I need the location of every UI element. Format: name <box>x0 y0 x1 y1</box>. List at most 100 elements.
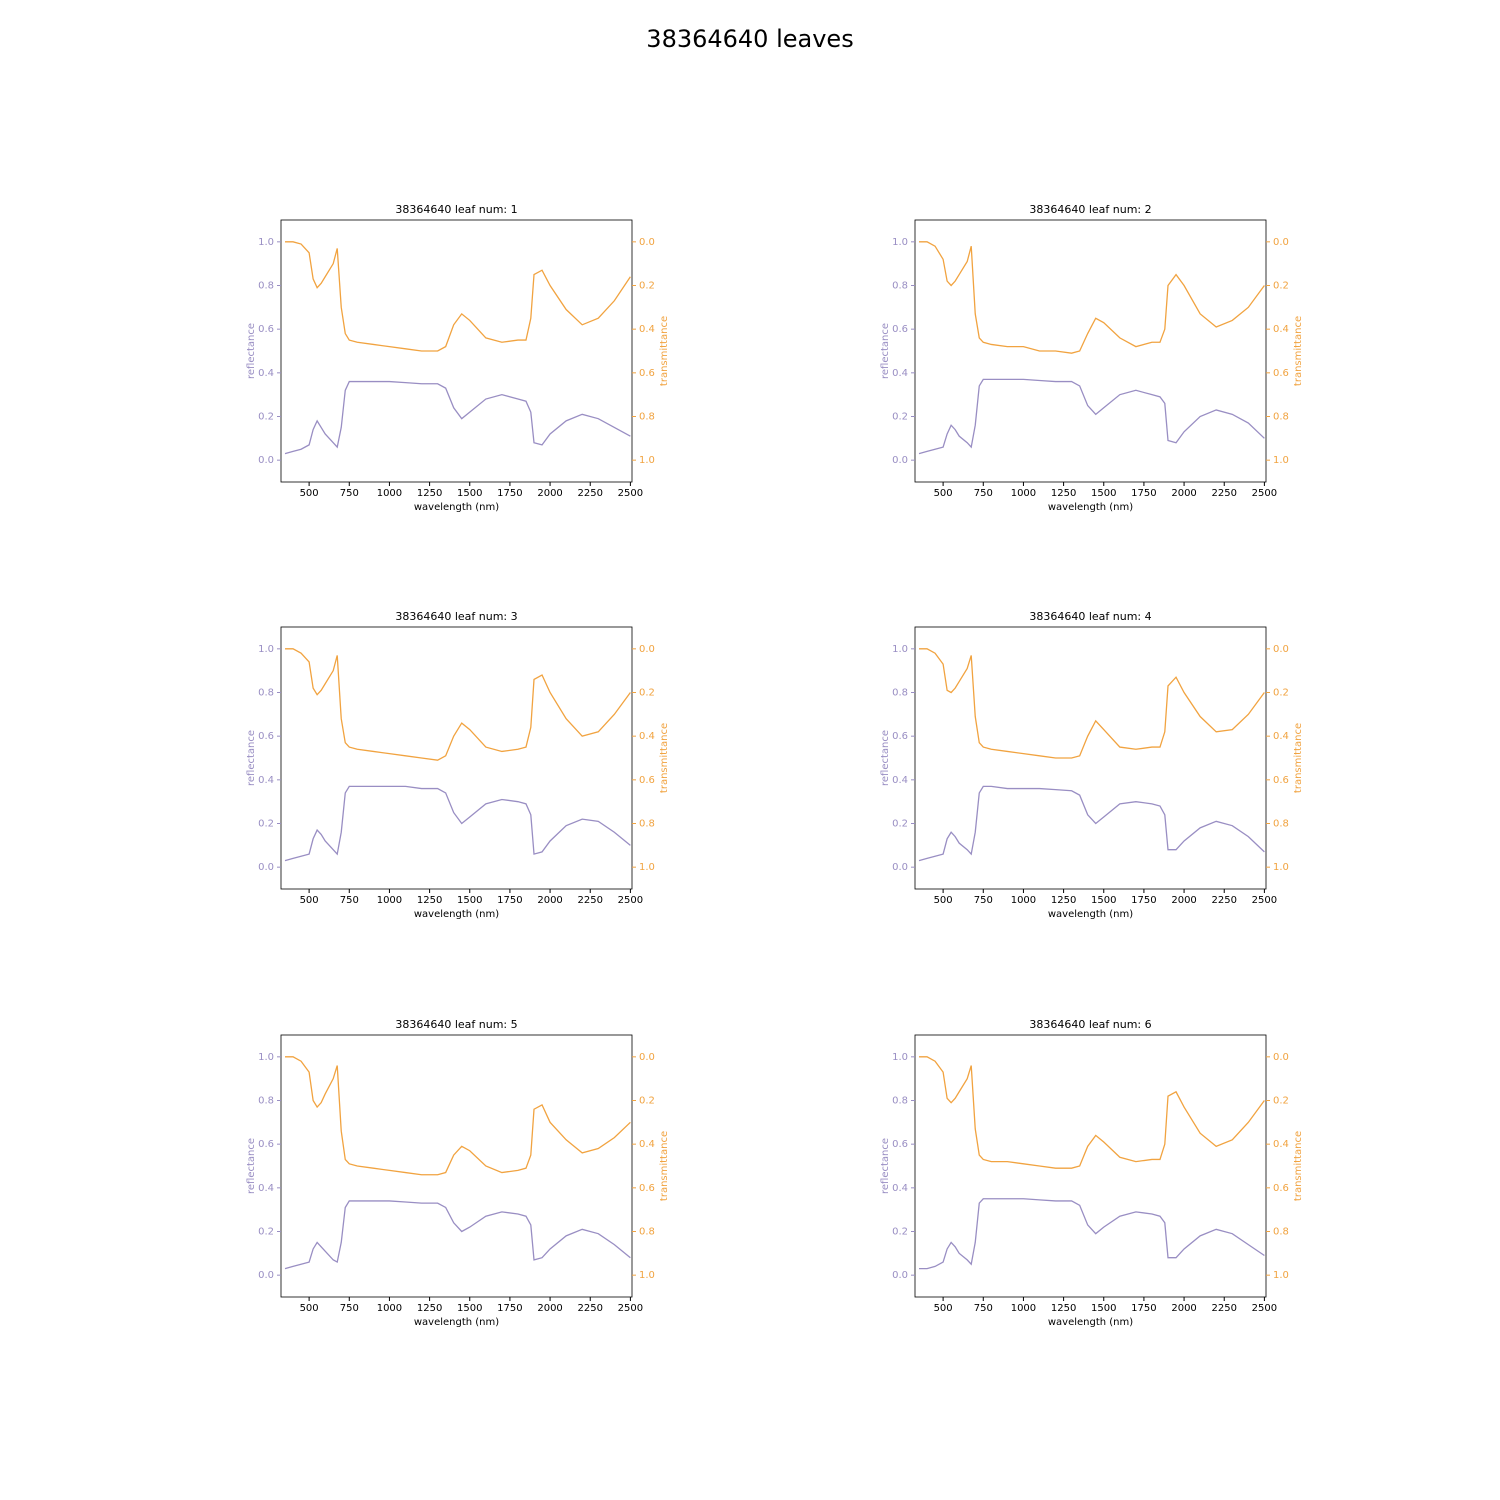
axes-frame <box>914 219 1267 483</box>
axes-frame <box>914 1034 1267 1298</box>
y-tick-label: 0.0 <box>258 455 274 466</box>
x-tick-label: 2000 <box>537 895 562 906</box>
x-tick-label: 500 <box>300 1303 319 1314</box>
subplot-title: 38364640 leaf num: 4 <box>1029 610 1151 623</box>
axes-frame <box>280 219 633 483</box>
y2-tick-label: 0.2 <box>639 281 655 292</box>
x-tick-label: 2250 <box>578 488 603 499</box>
y2-tick-label: 0.8 <box>1273 1227 1289 1238</box>
y2-tick-label: 0.0 <box>1273 644 1289 655</box>
x-tick-label: 2000 <box>1171 488 1196 499</box>
y-tick-label: 0.2 <box>258 412 274 423</box>
y2-tick-label: 0.2 <box>1273 1096 1289 1107</box>
x-tick-label: 2000 <box>537 1303 562 1314</box>
y2-tick-label: 0.8 <box>639 819 655 830</box>
x-tick-label: 500 <box>300 488 319 499</box>
y-tick-label: 0.2 <box>892 1227 908 1238</box>
axes-frame <box>280 1034 633 1298</box>
x-tick-label: 2000 <box>1171 895 1196 906</box>
x-tick-label: 1000 <box>1011 895 1036 906</box>
series-line <box>285 1056 631 1176</box>
series-line <box>919 1056 1265 1169</box>
x-tick-label: 2500 <box>1252 895 1277 906</box>
x-axis-label: wavelength (nm) <box>414 909 499 920</box>
subplot-title: 38364640 leaf num: 5 <box>395 1018 517 1031</box>
y-tick-label: 0.2 <box>258 1227 274 1238</box>
y2-axis-label: transmittance <box>1293 1131 1304 1201</box>
y2-tick-label: 1.0 <box>639 455 655 466</box>
series-line <box>918 785 1265 862</box>
y2-tick-label: 0.4 <box>1273 731 1289 742</box>
x-tick-label: 1000 <box>377 895 402 906</box>
series-line <box>919 1198 1265 1270</box>
y-tick-label: 0.4 <box>258 775 274 786</box>
y-axis-label: reflectance <box>880 730 891 786</box>
x-tick-label: 750 <box>340 895 359 906</box>
y2-tick-label: 0.4 <box>639 731 655 742</box>
y-tick-label: 0.4 <box>892 1183 908 1194</box>
y2-tick-label: 0.6 <box>1273 1183 1289 1194</box>
series-line <box>918 378 1265 455</box>
x-axis-label: wavelength (nm) <box>1048 502 1133 513</box>
y-tick-label: 0.8 <box>258 688 274 699</box>
y-tick-label: 1.0 <box>892 644 908 655</box>
x-tick-label: 1750 <box>1131 895 1156 906</box>
x-tick-label: 2250 <box>1212 488 1237 499</box>
series-line <box>919 648 1265 759</box>
y-tick-label: 0.4 <box>258 368 274 379</box>
x-tick-label: 500 <box>300 895 319 906</box>
y-tick-label: 0.0 <box>258 1270 274 1281</box>
x-tick-label: 1250 <box>1051 488 1076 499</box>
y-tick-label: 0.8 <box>258 1096 274 1107</box>
y-tick-label: 0.6 <box>892 731 908 742</box>
y-tick-label: 0.0 <box>892 455 908 466</box>
y-tick-label: 0.4 <box>892 368 908 379</box>
y2-tick-label: 0.4 <box>1273 1139 1289 1150</box>
y2-tick-label: 0.4 <box>639 1139 655 1150</box>
y2-tick-label: 0.4 <box>1273 324 1289 335</box>
x-tick-label: 2250 <box>578 1303 603 1314</box>
x-tick-label: 750 <box>974 895 993 906</box>
x-axis-label: wavelength (nm) <box>1048 1317 1133 1328</box>
x-tick-label: 1500 <box>457 1303 482 1314</box>
y-axis-label: reflectance <box>246 323 257 379</box>
x-tick-label: 1250 <box>417 1303 442 1314</box>
x-tick-label: 2500 <box>618 488 643 499</box>
y-tick-label: 0.0 <box>892 1270 908 1281</box>
y-tick-label: 1.0 <box>258 1052 274 1063</box>
y2-tick-label: 0.6 <box>1273 368 1289 379</box>
y-tick-label: 0.6 <box>892 324 908 335</box>
y-tick-label: 0.0 <box>892 862 908 873</box>
y-tick-label: 0.2 <box>892 819 908 830</box>
y2-axis-label: transmittance <box>1293 316 1304 386</box>
x-axis-label: wavelength (nm) <box>414 502 499 513</box>
y2-tick-label: 0.0 <box>639 644 655 655</box>
y-tick-label: 0.6 <box>892 1139 908 1150</box>
x-tick-label: 1250 <box>1051 895 1076 906</box>
series-line <box>284 380 631 455</box>
x-tick-label: 750 <box>340 488 359 499</box>
x-tick-label: 1250 <box>1051 1303 1076 1314</box>
x-tick-label: 2500 <box>618 1303 643 1314</box>
x-tick-label: 750 <box>340 1303 359 1314</box>
x-tick-label: 2500 <box>1252 488 1277 499</box>
subplot-title: 38364640 leaf num: 6 <box>1029 1018 1151 1031</box>
y-tick-label: 0.6 <box>258 731 274 742</box>
y2-tick-label: 0.0 <box>639 1052 655 1063</box>
y2-axis-label: transmittance <box>1293 723 1304 793</box>
x-tick-label: 1750 <box>497 895 522 906</box>
y-axis-label: reflectance <box>880 1138 891 1194</box>
x-tick-label: 1500 <box>457 488 482 499</box>
x-tick-label: 1000 <box>1011 488 1036 499</box>
x-tick-label: 1000 <box>377 1303 402 1314</box>
y-tick-label: 1.0 <box>258 237 274 248</box>
y-axis-label: reflectance <box>246 1138 257 1194</box>
y-tick-label: 0.4 <box>892 775 908 786</box>
y-tick-label: 0.2 <box>258 819 274 830</box>
y2-tick-label: 1.0 <box>1273 862 1289 873</box>
x-tick-label: 1250 <box>417 488 442 499</box>
y2-tick-label: 0.0 <box>639 237 655 248</box>
y-tick-label: 0.0 <box>258 862 274 873</box>
x-tick-label: 500 <box>934 1303 953 1314</box>
